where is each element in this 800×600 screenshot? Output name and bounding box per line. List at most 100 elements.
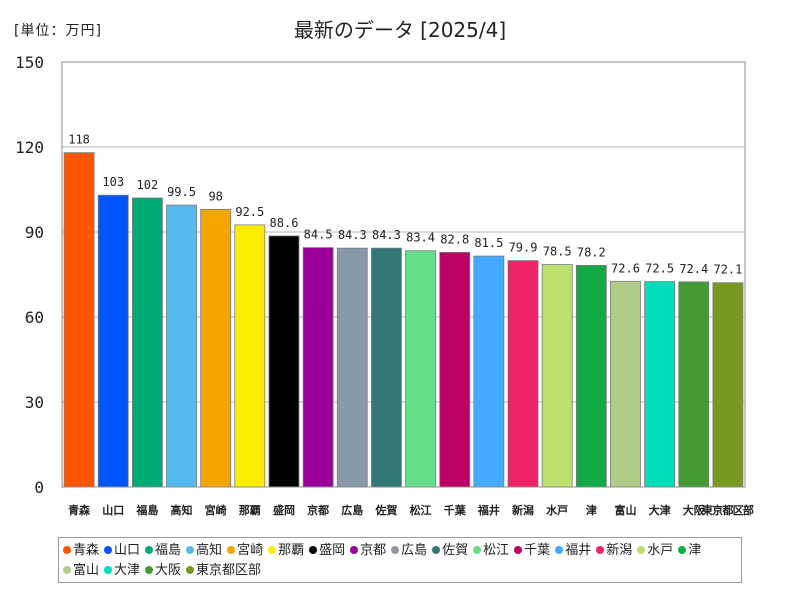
x-tick-label: 京都 xyxy=(307,503,329,517)
x-tick-label: 山口 xyxy=(102,503,124,517)
bar xyxy=(302,247,334,488)
y-tick-label: 0 xyxy=(34,478,44,497)
legend-item: 福島 xyxy=(145,541,181,561)
x-tick-label: 青森 xyxy=(68,503,91,517)
data-label: 84.3 xyxy=(338,228,367,242)
data-label: 78.2 xyxy=(577,245,606,259)
x-tick-label: 大阪 xyxy=(683,503,706,517)
bar xyxy=(610,280,641,488)
legend-item: 青森 xyxy=(63,541,99,561)
plot-frame xyxy=(61,61,746,488)
legend-item: 盛岡 xyxy=(309,541,345,561)
data-label: 79.9 xyxy=(509,241,538,255)
data-label: 103 xyxy=(102,175,124,189)
x-tick-label: 松江 xyxy=(410,503,432,517)
legend-label: 京都 xyxy=(360,543,387,558)
y-tick-label: 150 xyxy=(15,53,44,72)
x-tick-label: 佐賀 xyxy=(374,503,397,517)
legend-label: 山口 xyxy=(114,543,141,558)
bar xyxy=(166,204,197,488)
legend-label: 富山 xyxy=(73,563,100,578)
legend-label: 津 xyxy=(688,543,702,558)
legend-label: 那覇 xyxy=(278,543,305,558)
legend-label: 盛岡 xyxy=(319,543,346,558)
bar xyxy=(439,251,471,488)
legend-marker xyxy=(678,546,687,554)
legend-label: 新潟 xyxy=(606,543,633,558)
y-tick-label: 120 xyxy=(15,138,44,157)
legend-label: 大阪 xyxy=(155,563,182,578)
legend-item: 佐賀 xyxy=(432,541,468,561)
legend-marker xyxy=(473,546,482,554)
legend-item: 那覇 xyxy=(268,541,304,561)
data-label: 78.5 xyxy=(543,245,572,259)
legend-marker xyxy=(555,546,564,554)
data-label: 84.3 xyxy=(372,228,401,242)
legend-label: 福井 xyxy=(565,543,592,558)
y-tick-label: 90 xyxy=(25,223,44,242)
data-label: 72.4 xyxy=(679,262,708,276)
bar xyxy=(131,197,163,488)
x-tick-label: 高知 xyxy=(171,503,193,517)
legend-marker xyxy=(145,546,154,554)
legend-label: 高知 xyxy=(196,543,223,558)
bar xyxy=(97,194,129,488)
data-label: 118 xyxy=(68,133,90,147)
plot-area xyxy=(62,62,745,487)
x-tick-label: 水戸 xyxy=(546,503,568,517)
unit-label: [単位：万円] xyxy=(14,23,102,39)
legend-marker xyxy=(596,546,605,554)
legend-item: 山口 xyxy=(104,541,140,561)
data-label: 72.5 xyxy=(645,262,674,276)
data-label: 83.4 xyxy=(406,231,435,245)
legend-marker xyxy=(104,546,113,554)
legend-item: 東京都区部 xyxy=(186,561,261,581)
bar xyxy=(644,281,676,488)
data-label: 82.8 xyxy=(440,232,469,246)
bar xyxy=(712,282,744,488)
legend-item: 高知 xyxy=(186,541,222,561)
bar xyxy=(678,281,710,488)
legend-marker xyxy=(432,546,441,554)
legend-item: 広島 xyxy=(391,541,427,561)
legend-item: 新潟 xyxy=(596,541,632,561)
x-tick-label: 広島 xyxy=(341,503,363,517)
x-tick-label: 大津 xyxy=(649,503,671,517)
chart-title: 最新のデータ [2025/4] xyxy=(293,18,507,42)
data-label: 92.5 xyxy=(235,205,264,219)
legend-item: 大阪 xyxy=(145,561,181,581)
data-label: 72.6 xyxy=(611,261,640,275)
bars xyxy=(63,152,744,488)
legend-item: 福井 xyxy=(555,541,591,561)
data-label: 102 xyxy=(137,178,159,192)
x-tick-label: 那覇 xyxy=(239,504,261,517)
legend-marker xyxy=(63,566,71,574)
legend-marker xyxy=(63,546,71,554)
data-labels: 118 103 102 99.5 98 92.5 88.6 84.5 84.3 84.3 83.4 8… xyxy=(68,133,742,277)
bar xyxy=(541,264,573,488)
legend-item: 津 xyxy=(678,541,701,561)
legend-label: 宮崎 xyxy=(237,543,264,558)
legend-marker xyxy=(514,546,523,554)
bar xyxy=(473,255,505,488)
legend-label: 青森 xyxy=(73,543,100,558)
legend-item: 松江 xyxy=(473,541,509,561)
bar xyxy=(507,260,539,488)
x-tick-label: 福井 xyxy=(477,503,500,517)
legend: 青森 山口 福島 高知 宮崎 那覇 盛岡 京都 広島 佐賀 松江 千葉 福井 新潟 水戸 津富山 大津 大阪 東京都… xyxy=(58,537,742,583)
legend-label: 福島 xyxy=(155,543,182,558)
legend-label: 千葉 xyxy=(524,543,551,558)
x-tick-label: 千葉 xyxy=(444,503,467,517)
x-tick-label: 東京都区部 xyxy=(702,503,754,517)
legend-item: 大津 xyxy=(104,561,140,581)
legend-item: 千葉 xyxy=(514,541,550,561)
legend-marker xyxy=(145,566,154,574)
x-tick-label: 津 xyxy=(586,503,597,517)
legend-item: 富山 xyxy=(63,561,99,581)
bar xyxy=(63,152,95,488)
legend-label: 松江 xyxy=(483,543,510,558)
legend-label: 佐賀 xyxy=(442,543,469,558)
data-label: 99.5 xyxy=(167,185,196,199)
legend-marker xyxy=(186,546,195,554)
